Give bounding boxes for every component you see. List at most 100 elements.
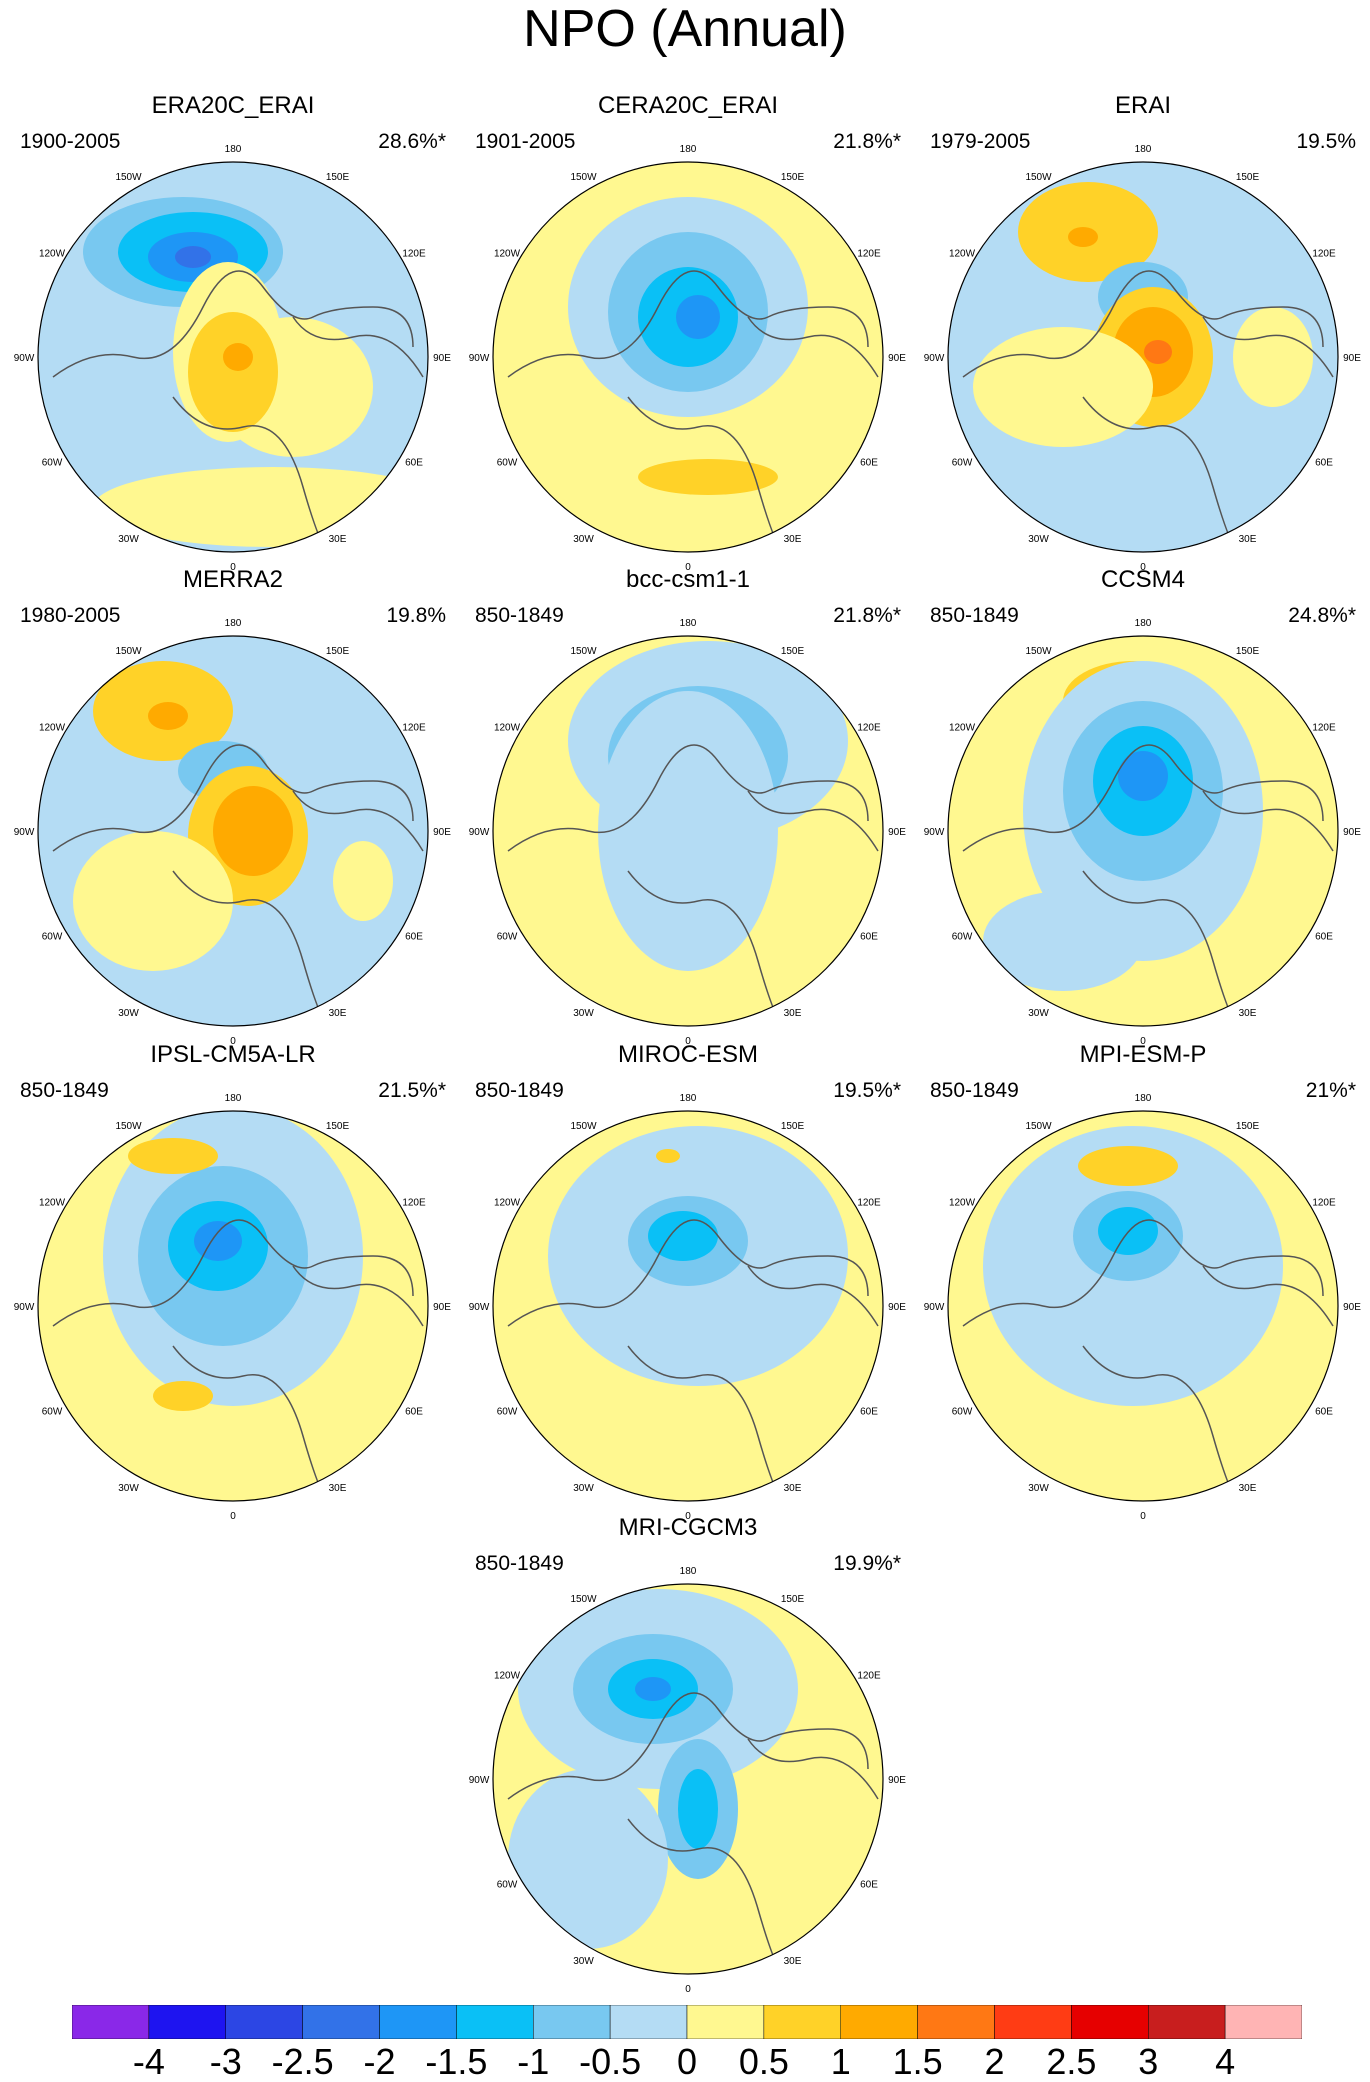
longitude-label: 60W bbox=[497, 1880, 518, 1891]
colorbar-swatch bbox=[763, 2005, 841, 2039]
longitude-label: 30E bbox=[329, 1008, 347, 1019]
longitude-label: 60E bbox=[1315, 458, 1333, 469]
longitude-label: 90E bbox=[888, 1302, 906, 1313]
polar-map: 180 150W 150E 120W 120E 90W 90E 60W 60E 30W 30E 0 bbox=[924, 618, 1362, 1046]
panel-title: ERA20C_ERAI bbox=[151, 92, 315, 119]
colorbar-swatch bbox=[917, 2005, 995, 2039]
panel-title: CERA20C_ERAI bbox=[597, 92, 779, 119]
longitude-label: 0 bbox=[685, 1036, 691, 1046]
polar-map: 180 150W 150E 120W 120E 90W 90E 60W 60E 30W 30E 0 bbox=[924, 1093, 1362, 1521]
panel-variance: 19.5% bbox=[1296, 130, 1356, 153]
panel-period: 1980-2005 bbox=[20, 604, 121, 627]
panel-variance: 19.9%* bbox=[833, 1552, 901, 1575]
anomaly-contour bbox=[1144, 340, 1172, 364]
panel-period: 850-1849 bbox=[475, 1079, 564, 1102]
longitude-label: 150E bbox=[326, 1121, 350, 1132]
panel-title: MIROC-ESM bbox=[618, 1041, 758, 1068]
anomaly-contour bbox=[1118, 751, 1168, 801]
anomaly-contour bbox=[678, 1769, 718, 1849]
longitude-label: 120W bbox=[494, 723, 521, 734]
colorbar-label: -1 bbox=[517, 2041, 550, 2082]
longitude-label: 90E bbox=[433, 1302, 451, 1313]
longitude-label: 150W bbox=[115, 1121, 142, 1132]
longitude-label: 60E bbox=[860, 932, 878, 943]
longitude-label: 60W bbox=[952, 932, 973, 943]
panel-period: 850-1849 bbox=[20, 1079, 109, 1102]
anomaly-contour bbox=[175, 246, 211, 268]
longitude-label: 60E bbox=[860, 1880, 878, 1891]
longitude-label: 90W bbox=[14, 1302, 35, 1313]
panel-period: 1979-2005 bbox=[930, 130, 1031, 153]
map-boundary bbox=[947, 1110, 1339, 1502]
map-panel: MRI-CGCM3 850-1849 19.9%* 180 150W 150E 120W 12… bbox=[463, 1514, 913, 1994]
colorbar-label: 0 bbox=[676, 2041, 698, 2082]
anomaly-contour bbox=[648, 1211, 718, 1261]
longitude-label: 90E bbox=[1343, 827, 1361, 838]
longitude-label: 150W bbox=[570, 1121, 597, 1132]
longitude-label: 90E bbox=[888, 353, 906, 364]
longitude-label: 180 bbox=[680, 1093, 697, 1104]
longitude-label: 60E bbox=[405, 458, 423, 469]
panel-variance: 21%* bbox=[1305, 1079, 1356, 1102]
panel-variance: 21.8%* bbox=[833, 130, 901, 153]
longitude-label: 30W bbox=[118, 1008, 139, 1019]
longitude-label: 0 bbox=[230, 1511, 236, 1521]
longitude-label: 60W bbox=[42, 458, 63, 469]
colorbar-swatch bbox=[302, 2005, 380, 2039]
longitude-label: 120E bbox=[402, 723, 426, 734]
anomaly-contour bbox=[638, 459, 778, 495]
longitude-label: 30W bbox=[1028, 1483, 1049, 1494]
longitude-label: 150E bbox=[326, 646, 350, 657]
longitude-label: 150W bbox=[1025, 172, 1052, 183]
longitude-label: 30E bbox=[784, 1956, 802, 1967]
longitude-label: 30E bbox=[1239, 1483, 1257, 1494]
colorbar-label: -0.5 bbox=[579, 2041, 642, 2082]
longitude-label: 0 bbox=[685, 1511, 691, 1521]
map-panel: CCSM4 850-1849 24.8%* 180 150W 150E 120W 120E 90… bbox=[918, 566, 1368, 1046]
longitude-label: 120E bbox=[1312, 249, 1336, 260]
panel-title: bcc-csm1-1 bbox=[625, 566, 751, 593]
colorbar-swatch bbox=[686, 2005, 765, 2039]
longitude-label: 150E bbox=[781, 172, 805, 183]
anomaly-contour bbox=[1233, 307, 1313, 407]
figure-title: NPO (Annual) bbox=[523, 0, 847, 58]
panel-period: 850-1849 bbox=[475, 1552, 564, 1575]
anomaly-contour bbox=[973, 327, 1153, 447]
map-boundary bbox=[37, 161, 429, 553]
colorbar-swatch bbox=[456, 2005, 534, 2039]
longitude-label: 90E bbox=[888, 827, 906, 838]
longitude-label: 30W bbox=[118, 1483, 139, 1494]
colorbar-label: 1.5 bbox=[892, 2041, 943, 2082]
map-boundary bbox=[37, 1110, 429, 1502]
longitude-label: 90E bbox=[888, 1775, 906, 1786]
anomaly-contour bbox=[223, 343, 253, 371]
map-panel: ERAI 1979-2005 19.5% 180 150W 150E 120W 120E 90W… bbox=[918, 92, 1368, 572]
longitude-label: 120W bbox=[949, 249, 976, 260]
colorbar-label: -2 bbox=[363, 2041, 396, 2082]
panel-period: 850-1849 bbox=[475, 604, 564, 627]
panel-period: 1901-2005 bbox=[475, 130, 576, 153]
panel-variance: 24.8%* bbox=[1288, 604, 1356, 627]
colorbar-swatch bbox=[72, 2005, 150, 2039]
longitude-label: 30E bbox=[329, 534, 347, 545]
longitude-label: 60E bbox=[860, 1407, 878, 1418]
panel-variance: 19.8% bbox=[386, 604, 446, 627]
longitude-label: 0 bbox=[1140, 1036, 1146, 1046]
longitude-label: 90W bbox=[469, 1302, 490, 1313]
colorbar-label: 3 bbox=[1138, 2041, 1159, 2082]
map-panel: MERRA2 1980-2005 19.8% 180 150W 150E 120W 120E 9… bbox=[8, 566, 458, 1046]
longitude-label: 30E bbox=[1239, 1008, 1257, 1019]
map-boundary bbox=[492, 1110, 884, 1502]
panel-variance: 19.5%* bbox=[833, 1079, 901, 1102]
polar-map: 180 150W 150E 120W 120E 90W 90E 60W 60E 30W 30E 0 bbox=[14, 144, 452, 572]
longitude-label: 0 bbox=[685, 1984, 691, 1994]
anomaly-contour bbox=[333, 841, 393, 921]
longitude-label: 180 bbox=[680, 618, 697, 629]
longitude-label: 90E bbox=[433, 353, 451, 364]
anomaly-contour bbox=[194, 1221, 242, 1261]
longitude-label: 150W bbox=[570, 646, 597, 657]
longitude-label: 90W bbox=[924, 827, 945, 838]
panel-title: MPI-ESM-P bbox=[1079, 1041, 1207, 1068]
map-panel: bcc-csm1-1 850-1849 21.8%* 180 150W 150E 120W 1… bbox=[463, 566, 913, 1046]
map-boundary bbox=[37, 635, 429, 1027]
